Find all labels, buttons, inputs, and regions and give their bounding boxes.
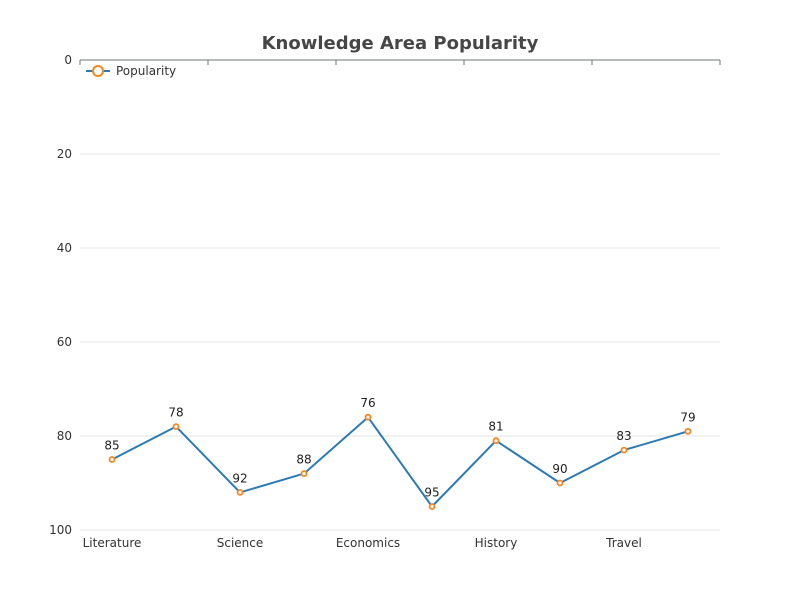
data-point: [364, 413, 372, 421]
series-popularity: [108, 413, 692, 510]
y-tick-label: 20: [57, 147, 72, 161]
data-label: 85: [104, 439, 119, 453]
x-tick-label: History: [475, 536, 518, 550]
y-tick-label: 80: [57, 429, 72, 443]
x-tick-label: Literature: [83, 536, 142, 550]
x-axis: Literature Science Economics History Travel: [79, 59, 721, 550]
data-label: 79: [680, 410, 695, 424]
data-label: 76: [360, 396, 375, 410]
legend-marker-icon: [92, 65, 104, 77]
data-label: 81: [488, 420, 503, 434]
x-tick-label: Travel: [605, 536, 642, 550]
data-label: 88: [296, 453, 311, 467]
data-point: [300, 470, 308, 478]
data-point: [108, 456, 116, 463]
x-tick-label: Science: [217, 536, 264, 550]
legend[interactable]: Popularity: [86, 64, 176, 78]
data-label: 92: [232, 471, 247, 485]
data-point: [172, 423, 180, 431]
y-tick-label: 0: [64, 53, 72, 67]
data-point: [428, 503, 436, 510]
y-tick-label: 40: [57, 241, 72, 255]
data-labels: 85 78 92 88 76 95 81 90 83 79: [104, 396, 695, 499]
y-tick-label: 100: [49, 523, 72, 537]
data-point: [492, 437, 500, 445]
y-axis: 0 20 40 60 80 100: [49, 53, 72, 537]
data-label: 83: [616, 429, 631, 443]
data-point: [684, 427, 692, 435]
data-point: [620, 446, 628, 454]
data-label: 78: [168, 406, 183, 420]
legend-label: Popularity: [116, 64, 176, 78]
data-label: 90: [552, 462, 567, 476]
chart-title: Knowledge Area Popularity: [262, 33, 539, 54]
grid: [80, 153, 720, 531]
x-tick-label: Economics: [336, 536, 400, 550]
data-label: 95: [424, 486, 439, 500]
data-point: [556, 479, 564, 487]
y-tick-label: 60: [57, 335, 72, 349]
data-point: [236, 488, 244, 496]
series-line: [111, 416, 689, 508]
